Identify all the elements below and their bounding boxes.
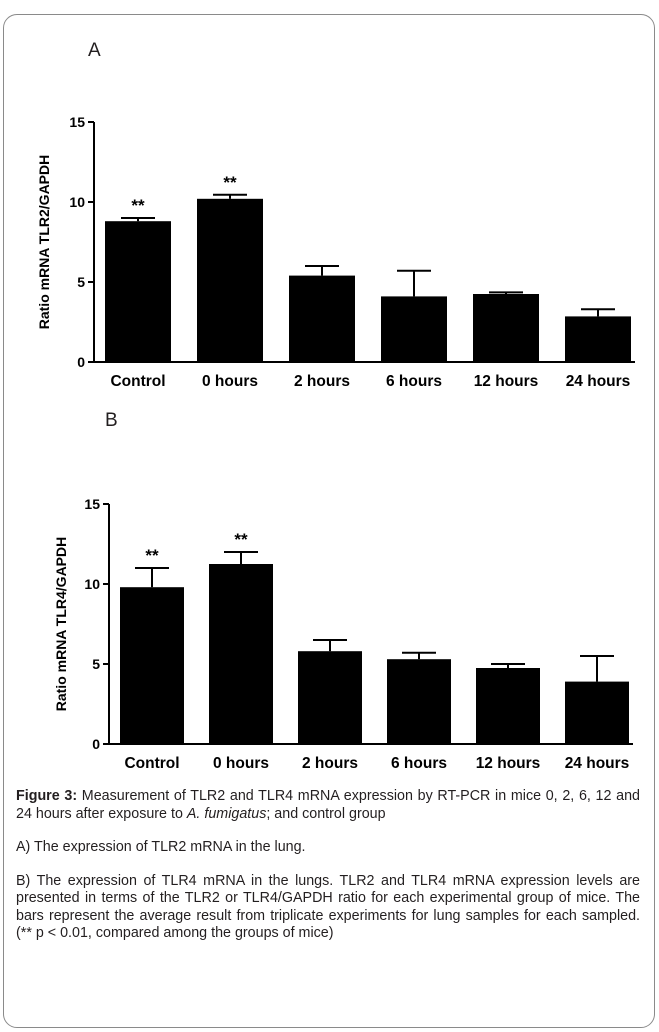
bar	[209, 564, 273, 744]
panel-b-label: B	[105, 410, 118, 431]
caption-species: A. fumigatus	[186, 805, 267, 822]
y-tick-label: 10	[69, 194, 85, 210]
x-tick-label: 12 hours	[476, 755, 541, 772]
x-tick-label: Control	[124, 755, 179, 772]
bar	[381, 296, 447, 362]
significance-label: **	[223, 173, 237, 192]
panel-a-label: A	[88, 40, 101, 61]
y-tick-label: 0	[92, 736, 100, 752]
y-axis-title: Ratio mRNA TLR4/GAPDH	[53, 537, 69, 712]
caption-paragraph-a: A) The expression of TLR2 mRNA in the lu…	[16, 839, 306, 855]
caption-figure-paragraph: Figure 3: Measurement of TLR2 and TLR4 m…	[16, 788, 640, 823]
bar	[289, 275, 355, 362]
bar	[120, 587, 184, 744]
significance-label: **	[145, 546, 159, 565]
x-tick-label: 2 hours	[294, 373, 350, 390]
tlr4-bar-chart: 0 5 10 15 Ratio mRNA TLR4/GAPDH ** Control ** 0 …	[53, 496, 633, 772]
caption-figure-text-2: ; and control group	[266, 805, 386, 822]
y-tick-label: 10	[84, 576, 100, 592]
figure-caption: Figure 3: Measurement of TLR2 and TLR4 m…	[16, 788, 640, 943]
tlr2-bar-chart: 0 5 10 15 Ratio mRNA TLR2/GAPDH ** Control ** 0 …	[36, 114, 635, 390]
bar	[565, 316, 631, 362]
caption-figure-label: Figure 3:	[16, 788, 78, 804]
x-tick-label: 6 hours	[386, 373, 442, 390]
x-tick-label: 12 hours	[474, 373, 539, 390]
bar	[565, 681, 629, 744]
x-tick-label: 0 hours	[202, 373, 258, 390]
significance-label: **	[131, 196, 145, 215]
caption-paragraph-b: B) The expression of TLR4 mRNA in the lu…	[16, 872, 640, 942]
bar	[105, 221, 171, 362]
y-tick-label: 15	[69, 114, 85, 130]
caption-figure-text-1: Measurement of TLR2 and TLR4 mRNA expres…	[16, 788, 641, 822]
y-tick-label: 5	[92, 656, 100, 672]
x-tick-label: 24 hours	[566, 373, 631, 390]
bar	[298, 651, 362, 744]
x-tick-label: 2 hours	[302, 755, 358, 772]
y-axis-title: Ratio mRNA TLR2/GAPDH	[36, 155, 52, 330]
x-tick-label: Control	[110, 373, 165, 390]
significance-label: **	[234, 530, 248, 549]
y-tick-label: 15	[84, 496, 100, 512]
x-tick-label: 6 hours	[391, 755, 447, 772]
y-tick-label: 5	[77, 274, 85, 290]
bar	[197, 198, 263, 362]
bar	[387, 659, 451, 744]
bar	[473, 294, 539, 362]
figure-frame	[3, 14, 655, 1028]
bar	[476, 668, 540, 744]
x-tick-label: 0 hours	[213, 755, 269, 772]
y-tick-label: 0	[77, 354, 85, 370]
x-tick-label: 24 hours	[565, 755, 630, 772]
